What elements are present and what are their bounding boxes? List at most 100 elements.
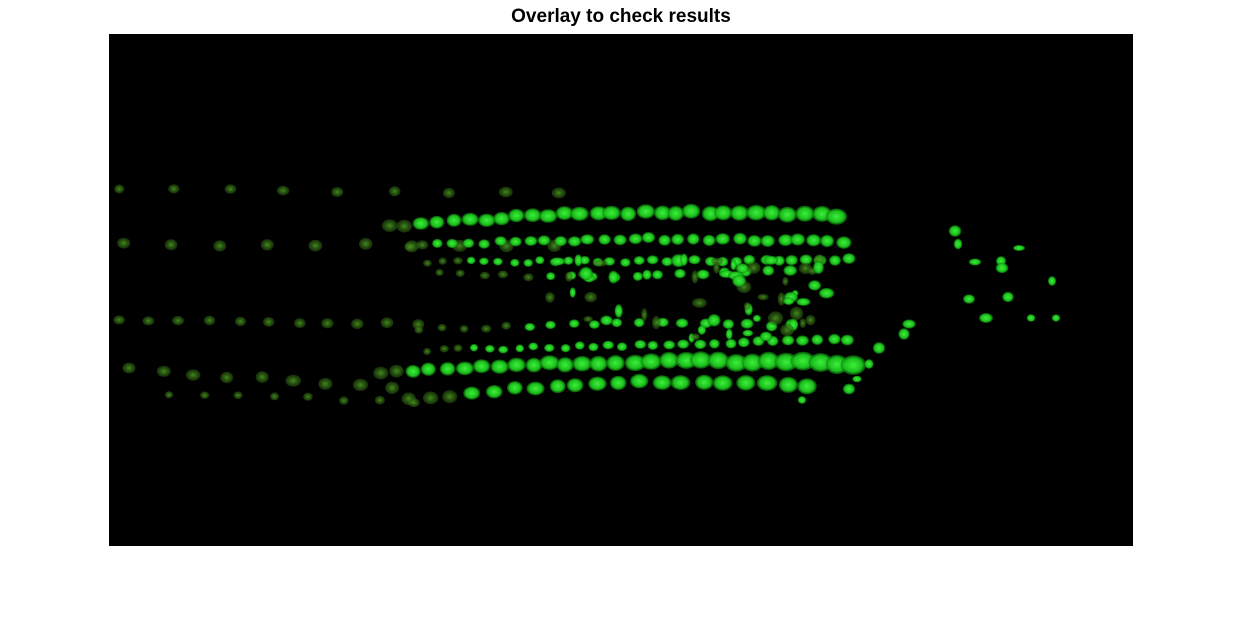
nucleus-blob [318, 377, 333, 390]
nucleus-blob [539, 355, 560, 371]
nucleus-blob [545, 292, 555, 303]
nucleus-blob [691, 270, 699, 284]
nucleus-blob [589, 355, 608, 372]
nucleus-blob [203, 315, 216, 326]
nucleus-blob [667, 205, 684, 221]
nucleus-blob [806, 234, 822, 247]
nucleus-blob [1047, 276, 1057, 286]
nucleus-blob [647, 340, 659, 350]
nucleus-blob [902, 319, 916, 329]
nucleus-blob [588, 342, 599, 352]
nucleus-blob [446, 213, 462, 227]
nucleus-blob [396, 219, 412, 233]
nucleus-blob [560, 344, 571, 353]
nucleus-blob [544, 343, 555, 352]
nucleus-blob [735, 263, 750, 274]
nucleus-blob [568, 319, 580, 328]
nucleus-blob [696, 269, 710, 280]
nucleus-blob [653, 205, 672, 221]
nucleus-blob [680, 253, 688, 266]
nucleus-blob [608, 270, 619, 284]
nucleus-blob [690, 351, 712, 369]
nucleus-blob [213, 240, 227, 252]
nucleus-blob [255, 371, 269, 383]
nucleus-blob [948, 225, 962, 237]
nucleus-blob [556, 357, 574, 373]
nucleus-blob [549, 379, 566, 394]
nucleus-blob [777, 206, 797, 223]
nucleus-blob [168, 184, 180, 194]
nucleus-blob [331, 187, 344, 197]
nucleus-blob [554, 236, 567, 247]
nucleus-blob [725, 354, 748, 372]
nucleus-blob [423, 259, 432, 267]
nucleus-blob [535, 256, 545, 265]
nucleus-blob [563, 256, 574, 265]
nucleus-blob [574, 254, 583, 267]
nucleus-blob [681, 203, 701, 219]
nucleus-blob [485, 385, 503, 399]
nucleus-blob [742, 329, 754, 337]
nuclei-blobs [113, 184, 1061, 408]
nucleus-blob [528, 342, 539, 351]
nucleus-blob [589, 206, 608, 221]
nucleus-blob [733, 232, 747, 245]
nucleus-blob [235, 316, 246, 327]
nucleus-blob [688, 255, 701, 265]
nucleus-blob [852, 375, 862, 383]
nucleus-blob [466, 256, 476, 265]
nucleus-blob [439, 362, 456, 376]
nucleus-blob [671, 233, 685, 245]
nucleus-blob [321, 318, 334, 329]
nucleus-blob [510, 258, 520, 267]
nucleus-blob [780, 324, 795, 337]
nucleus-blob [224, 184, 237, 194]
nucleus-blob [358, 237, 373, 250]
nucleus-blob [555, 206, 574, 221]
nucleus-blob [220, 371, 234, 384]
nucleus-blob [756, 375, 778, 391]
nucleus-blob [276, 185, 290, 196]
nucleus-blob [484, 344, 495, 353]
nucleus-blob [825, 208, 848, 225]
nucleus-blob [620, 258, 631, 267]
nucleus-blob [494, 236, 507, 246]
nucleus-blob [828, 333, 841, 345]
nucleus-blob [762, 265, 775, 276]
nucleus-blob [260, 239, 274, 251]
nucleus-blob [164, 391, 174, 399]
nucleus-blob [633, 318, 645, 328]
nucleus-blob [783, 297, 795, 306]
nucleus-blob [497, 270, 509, 279]
nucleus-blob [767, 311, 784, 326]
nucleus-blob [453, 257, 463, 265]
nucleus-blob [694, 339, 707, 350]
nucleus-blob [840, 334, 854, 346]
nucleus-blob [614, 304, 623, 318]
nucleus-blob [453, 344, 463, 352]
nucleus-blob [663, 340, 676, 350]
nucleus-blob [697, 325, 706, 335]
nucleus-blob [979, 313, 993, 323]
nucleus-blob [462, 238, 475, 248]
nucleus-blob [736, 375, 756, 391]
nucleus-blob [725, 328, 733, 340]
nucleus-blob [763, 205, 781, 221]
nucleus-blob [478, 239, 490, 249]
nucleus-blob [692, 298, 707, 308]
nucleus-blob [380, 317, 394, 329]
nucleus-blob [584, 292, 597, 303]
nucleus-blob [508, 208, 525, 223]
nucleus-blob [628, 233, 643, 245]
nucleus-blob [432, 238, 443, 248]
nucleus-blob [472, 359, 491, 374]
nucleus-blob [641, 308, 648, 322]
nucleus-blob [567, 236, 582, 247]
nucleus-blob [616, 342, 628, 352]
nucleus-blob [737, 337, 750, 348]
nucleus-blob [308, 239, 323, 252]
nucleus-blob [651, 315, 661, 330]
nucleus-blob [829, 255, 841, 266]
nucleus-blob [566, 378, 584, 393]
nucleus-blob [797, 378, 817, 395]
